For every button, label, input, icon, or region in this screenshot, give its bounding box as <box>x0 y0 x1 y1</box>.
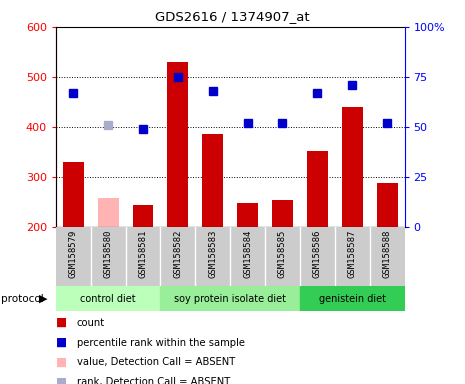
Bar <box>160 286 300 311</box>
Bar <box>133 205 153 227</box>
Text: GSM158583: GSM158583 <box>208 230 217 278</box>
Text: rank, Detection Call = ABSENT: rank, Detection Call = ABSENT <box>77 377 230 384</box>
Text: ■: ■ <box>56 376 67 384</box>
Text: GSM158581: GSM158581 <box>139 230 147 278</box>
Text: GSM158584: GSM158584 <box>243 230 252 278</box>
Text: ■: ■ <box>56 316 67 329</box>
Text: GSM158586: GSM158586 <box>313 230 322 278</box>
Text: percentile rank within the sample: percentile rank within the sample <box>77 338 245 348</box>
Text: genistein diet: genistein diet <box>319 293 386 304</box>
Text: protocol: protocol <box>1 293 44 304</box>
Bar <box>272 200 293 227</box>
Text: GSM158579: GSM158579 <box>69 230 78 278</box>
Bar <box>98 198 119 227</box>
Bar <box>307 151 328 227</box>
Bar <box>237 203 258 227</box>
Text: value, Detection Call = ABSENT: value, Detection Call = ABSENT <box>77 358 235 367</box>
Bar <box>56 286 160 311</box>
Text: GSM158588: GSM158588 <box>383 230 392 278</box>
Text: ■: ■ <box>56 356 67 369</box>
Text: count: count <box>77 318 105 328</box>
Bar <box>63 162 84 227</box>
Text: control diet: control diet <box>80 293 136 304</box>
Text: GDS2616 / 1374907_at: GDS2616 / 1374907_at <box>155 10 310 23</box>
Bar <box>202 134 223 227</box>
Bar <box>342 107 363 227</box>
Bar <box>300 286 405 311</box>
Bar <box>377 183 398 227</box>
Text: GSM158587: GSM158587 <box>348 230 357 278</box>
Text: GSM158580: GSM158580 <box>104 230 113 278</box>
Text: GSM158582: GSM158582 <box>173 230 182 278</box>
Text: GSM158585: GSM158585 <box>278 230 287 278</box>
Text: soy protein isolate diet: soy protein isolate diet <box>174 293 286 304</box>
Text: ▶: ▶ <box>39 293 47 304</box>
Text: ■: ■ <box>56 336 67 349</box>
Bar <box>167 62 188 227</box>
